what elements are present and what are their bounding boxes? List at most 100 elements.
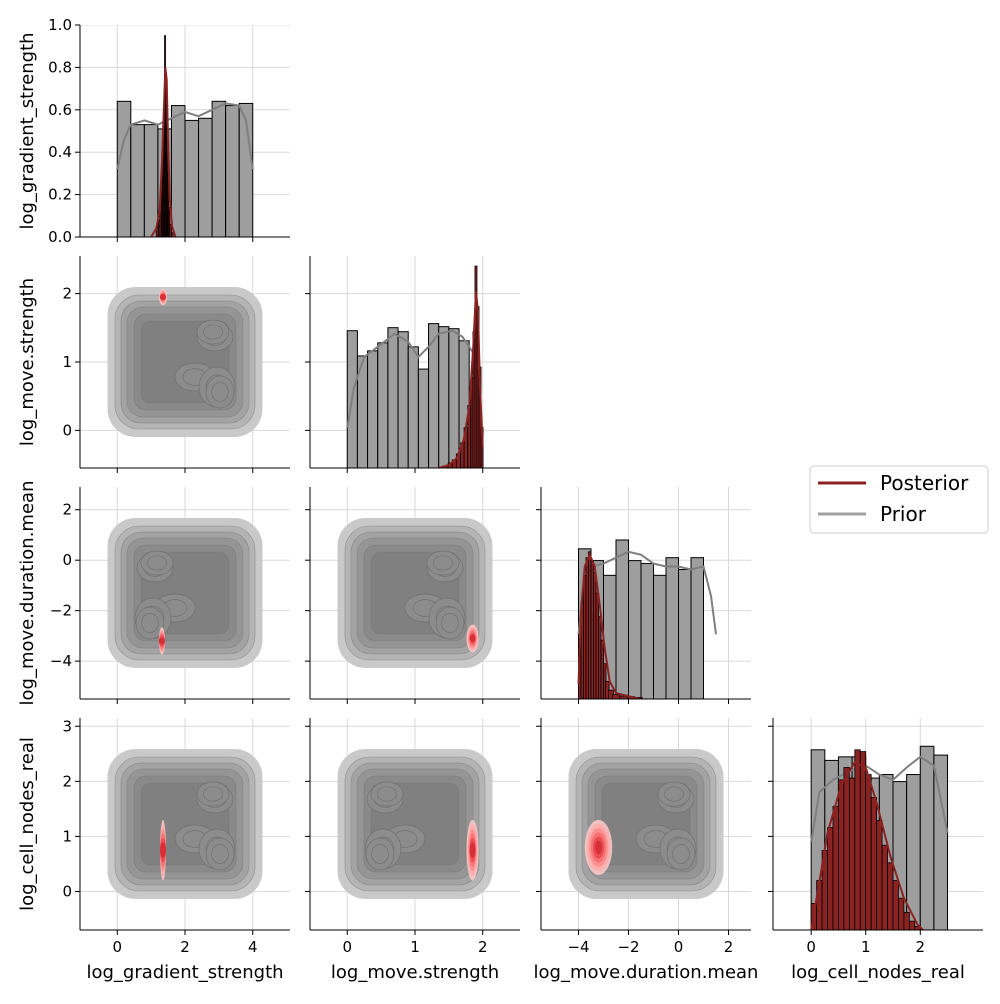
x-tick-label: 1	[410, 938, 420, 956]
prior-hist-bar	[678, 568, 692, 699]
posterior-kde	[584, 819, 613, 875]
prior-kde	[107, 287, 263, 437]
x-tick-label: 1	[861, 938, 871, 956]
y-tick-label: −2	[50, 602, 72, 620]
y-tick-label: −4	[50, 652, 72, 670]
prior-hist-bar	[653, 574, 667, 699]
prior-kde-contour	[672, 844, 690, 864]
prior-hist-bar	[387, 327, 399, 468]
prior-hist-bar	[198, 117, 213, 237]
prior-kde-contour	[211, 382, 229, 402]
posterior-kde-line	[810, 760, 924, 930]
prior-kde	[107, 749, 263, 899]
prior-hist-bar	[238, 102, 254, 237]
posterior-hist-bar	[876, 820, 883, 930]
x-tick-label: −4	[567, 938, 589, 956]
prior-kde-contour	[205, 375, 235, 409]
x-tick-label: 2	[180, 938, 190, 956]
prior-kde-contour	[147, 555, 167, 571]
prior-hist-bar	[225, 105, 240, 237]
prior-kde-line	[116, 102, 254, 170]
posterior-hist-bar	[892, 880, 899, 930]
prior-hist-bar	[377, 342, 389, 468]
posterior-kde-level	[469, 634, 476, 642]
diag-0	[116, 35, 254, 237]
prior-hist-bar	[665, 557, 679, 699]
x-tick-label: 0	[674, 938, 684, 956]
posterior-hist-bar	[887, 862, 894, 930]
posterior-hist-bar	[903, 911, 910, 930]
prior-kde-contour	[196, 319, 230, 345]
posterior-hist-bar	[854, 749, 861, 930]
y-tick-label: 3	[62, 717, 72, 735]
prior-hist-bar	[448, 328, 460, 468]
prior-hist-bar	[170, 105, 186, 237]
y-tick-label: 1.0	[48, 16, 72, 34]
x-tick-label: −2	[617, 938, 639, 956]
prior-kde-contour	[426, 550, 460, 576]
posterior-hist-bar	[838, 779, 845, 930]
prior-kde-contour	[433, 555, 453, 571]
x-tick-label: 2	[915, 938, 925, 956]
prior-hist-bar	[690, 557, 704, 699]
prior-kde-contour	[365, 837, 395, 871]
posterior-kde	[159, 819, 166, 881]
prior-kde-contour	[140, 550, 174, 576]
prior-hist-bar	[143, 124, 159, 237]
x-tick-label: 0	[342, 938, 352, 956]
prior-kde	[107, 518, 263, 668]
diag-2	[577, 539, 717, 699]
prior-kde-contour	[657, 781, 691, 807]
legend-label-posterior: Posterior	[880, 471, 969, 495]
posterior-kde-level	[595, 840, 602, 855]
posterior-kde-line	[438, 291, 484, 468]
diag-3	[810, 745, 949, 930]
posterior-kde	[158, 288, 168, 306]
y-tick-label: 0.6	[48, 101, 72, 119]
y-tick-label: 0	[62, 551, 72, 569]
posterior-hist-bar	[859, 751, 867, 930]
legend-label-prior: Prior	[880, 502, 927, 526]
y-axis-label: log_move.strength	[17, 278, 38, 446]
prior-hist-bar	[628, 560, 642, 699]
prior-kde-contour	[211, 844, 229, 864]
legend: Posterior Prior	[809, 465, 989, 534]
y-axis-label: log_gradient_strength	[17, 32, 38, 229]
posterior-hist-bar	[881, 844, 888, 930]
prior-hist-bar	[919, 745, 935, 930]
posterior-kde-level	[159, 294, 166, 301]
posterior-kde	[158, 627, 166, 655]
y-tick-label: 0.0	[48, 228, 72, 246]
prior-kde-contour	[205, 837, 235, 871]
prior-kde-contour	[441, 613, 459, 633]
prior-kde-contour	[664, 786, 684, 802]
y-tick-label: 1	[62, 827, 72, 845]
prior-hist-bar	[184, 119, 200, 237]
prior-kde-contour	[370, 781, 404, 807]
y-tick-label: 0	[62, 421, 72, 439]
prior-hist-bar	[933, 754, 949, 930]
prior-hist-bar	[211, 100, 227, 237]
x-tick-label: 4	[248, 938, 258, 956]
posterior-kde	[466, 624, 479, 653]
prior-kde	[337, 749, 493, 899]
y-tick-label: 2	[62, 501, 72, 519]
prior-kde-contour	[371, 844, 389, 864]
prior-hist-bar	[397, 331, 409, 468]
prior-kde-contour	[135, 606, 165, 640]
prior-kde-contour	[203, 786, 223, 802]
posterior-kde-level	[158, 637, 165, 645]
y-tick-label: 1	[62, 353, 72, 371]
x-tick-label: 2	[724, 938, 734, 956]
x-tick-label: 0	[806, 938, 816, 956]
posterior-kde-line	[150, 67, 177, 237]
prior-hist-bar	[438, 326, 450, 468]
prior-hist-bar	[116, 100, 132, 237]
posterior-kde-level	[159, 842, 166, 858]
posterior-hist-bar	[170, 232, 174, 237]
x-axis-label: log_move.strength	[331, 962, 499, 983]
y-axis-label: log_cell_nodes_real	[17, 737, 38, 911]
prior-kde-line	[346, 329, 484, 433]
y-tick-label: 0	[62, 882, 72, 900]
